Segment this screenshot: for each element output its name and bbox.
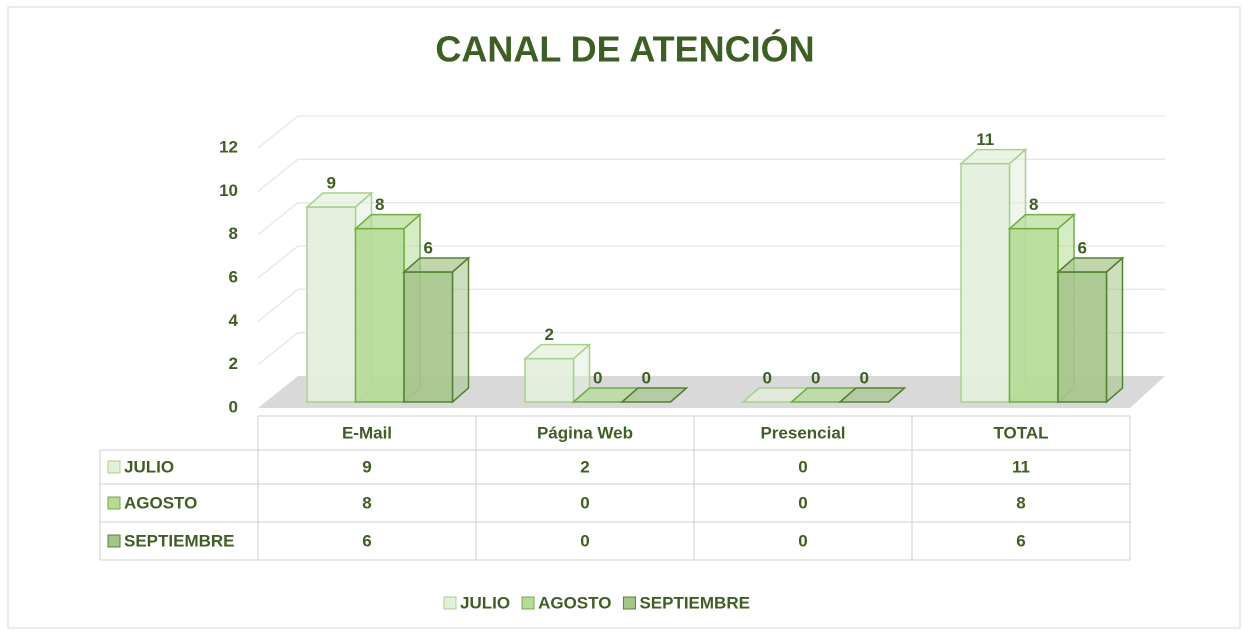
- grid-line: [257, 202, 1165, 236]
- grid-line: [257, 245, 1165, 279]
- y-tick-label: 12: [219, 137, 238, 156]
- table-series-name: JULIO: [124, 457, 174, 476]
- data-label: 0: [811, 368, 820, 387]
- x-tick-label: Página Web: [537, 423, 633, 442]
- bar-top: [1007, 213, 1076, 230]
- x-tick-label: Presencial: [760, 423, 845, 442]
- legend-label: SEPTIEMBRE: [639, 593, 750, 612]
- data-label: 9: [327, 173, 336, 192]
- data-label: 6: [424, 238, 433, 257]
- chart-title: CANAL DE ATENCIÓN: [435, 28, 814, 70]
- table-legend-key: [107, 534, 121, 548]
- data-label: 8: [375, 195, 384, 214]
- table-series-name: SEPTIEMBRE: [124, 531, 235, 550]
- grid-line: [257, 288, 1165, 322]
- bar-top: [523, 343, 592, 360]
- legend-key: [443, 596, 457, 610]
- data-label: 11: [976, 130, 994, 149]
- data-label: 8: [1029, 195, 1038, 214]
- data-label: 2: [545, 325, 554, 344]
- table-value: 2: [580, 457, 589, 476]
- table-value: 11: [1012, 457, 1030, 476]
- data-label: 0: [763, 368, 772, 387]
- table-value: 0: [580, 531, 589, 550]
- table-legend-key: [107, 496, 121, 510]
- bar-side: [451, 256, 470, 404]
- table-value: 0: [798, 457, 807, 476]
- data-label: 0: [593, 368, 602, 387]
- bar: [306, 206, 357, 403]
- bar-top: [402, 257, 471, 273]
- bar-side: [1105, 256, 1124, 404]
- table-value: 0: [798, 493, 807, 512]
- y-tick-label: 4: [229, 311, 239, 330]
- table-value: 6: [1016, 531, 1025, 550]
- table-value: 0: [580, 493, 589, 512]
- bar-top: [1056, 257, 1125, 273]
- floor: [258, 376, 1165, 408]
- table-value: 8: [362, 493, 371, 512]
- bar-top: [838, 387, 907, 403]
- data-label: 6: [1078, 238, 1087, 257]
- bar-top: [353, 213, 422, 230]
- bar-top: [305, 192, 374, 208]
- legend-label: JULIO: [460, 593, 510, 612]
- bar: [354, 227, 405, 403]
- y-tick-label: 6: [229, 267, 238, 286]
- bar: [1057, 271, 1108, 403]
- legend-label: AGOSTO: [538, 593, 611, 612]
- grid-line: [257, 332, 1165, 366]
- y-tick-label: 10: [219, 181, 238, 200]
- x-tick-label: TOTAL: [993, 423, 1048, 442]
- data-label: 0: [860, 368, 869, 387]
- table-value: 8: [1016, 493, 1025, 512]
- table-value: 0: [798, 531, 807, 550]
- data-label: 0: [642, 368, 651, 387]
- bar-top: [620, 387, 689, 403]
- grid-line: [257, 115, 1165, 149]
- table-series-name: AGOSTO: [124, 493, 197, 512]
- table-value: 6: [362, 531, 371, 550]
- table-value: 9: [362, 457, 371, 476]
- bar: [960, 162, 1011, 403]
- x-tick-label: E-Mail: [342, 423, 392, 442]
- y-tick-label: 2: [229, 354, 238, 373]
- legend-key: [622, 596, 636, 610]
- y-tick-label: 8: [229, 224, 238, 243]
- bar: [524, 357, 575, 403]
- legend-key: [521, 596, 535, 610]
- y-tick-label: 0: [229, 397, 238, 416]
- grid-line: [257, 158, 1165, 192]
- bar-top: [959, 148, 1028, 165]
- bar: [403, 271, 454, 403]
- table-legend-key: [107, 460, 121, 474]
- bar: [1008, 227, 1059, 403]
